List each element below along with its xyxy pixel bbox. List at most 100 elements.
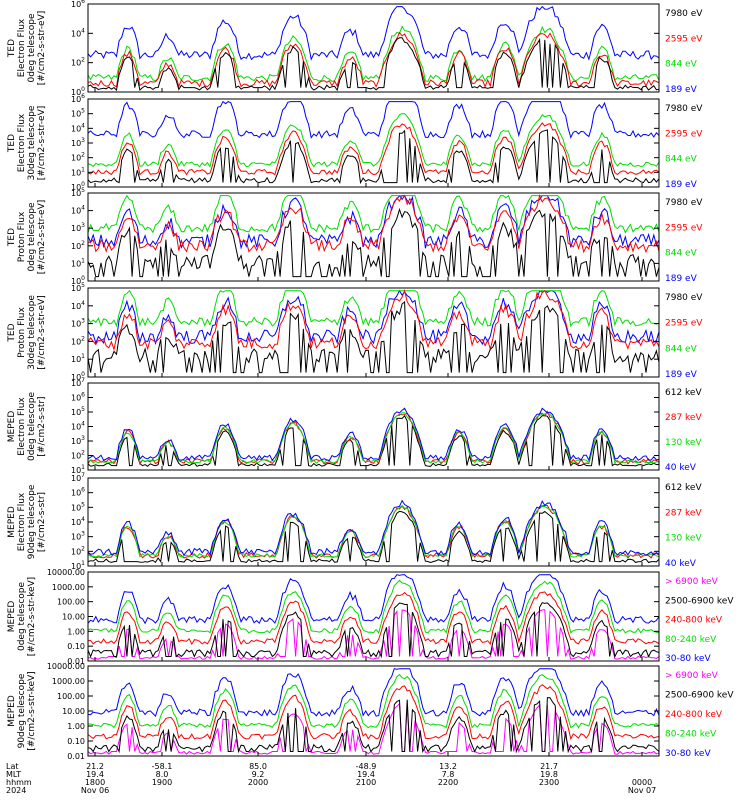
legend-entry: 7980 eV	[665, 104, 703, 114]
series-30-80-kev-line	[87, 574, 660, 625]
lat-value: -48.9	[356, 762, 377, 771]
y-axis-label: 0deg telescope	[27, 202, 37, 272]
legend-entry: 612 keV	[665, 388, 702, 398]
hhmm-tick-label: 1900	[152, 778, 172, 787]
legend-entry: 189 eV	[665, 85, 698, 95]
flux-panel-5: 101 102 103 104 105 106 107 MEPED Electron Flux 0…	[7, 377, 702, 475]
series-844-ev-line	[87, 194, 660, 234]
y-axis-label: Electron Flux	[17, 397, 27, 456]
lat-value: 13.2	[439, 762, 457, 771]
y-tick-label: 102	[71, 545, 85, 556]
mlt-value: 19.4	[357, 770, 375, 779]
series-130-kev-line	[87, 504, 660, 558]
y-tick-label: 106	[71, 392, 85, 403]
hhmm-tick-label: 1800	[85, 778, 105, 787]
series-189-ev-line	[87, 100, 660, 140]
legend-entry: 189 eV	[665, 180, 698, 190]
y-axis-label: Electron Flux	[17, 492, 27, 551]
series-7980-ev-line	[87, 129, 660, 185]
legend-entry: 80-240 keV	[665, 635, 717, 645]
y-tick-label: 104	[71, 122, 85, 133]
series-80-240-kev-line	[87, 579, 660, 634]
legend-entry: 80-240 keV	[665, 730, 717, 740]
y-tick-label: 102	[71, 240, 85, 251]
y-tick-label: 0.10	[67, 737, 85, 746]
legend-entry: 287 keV	[665, 508, 702, 518]
series-7980-ev-line	[87, 207, 660, 278]
y-tick-label: 102	[71, 335, 85, 346]
y-tick-label: 103	[71, 435, 85, 446]
flux-panel-6: 101 102 103 104 105 106 107 MEPED Electron Flux 9…	[7, 472, 702, 571]
series-40-kev-line	[87, 499, 660, 557]
mlt-value: 19.8	[540, 770, 558, 779]
legend-entry: 189 eV	[665, 370, 698, 380]
series-7980-ev-line	[87, 301, 660, 374]
date-start-label: Nov 06	[81, 786, 109, 795]
y-tick-label: 1.00	[67, 722, 85, 731]
y-axis-label: 90deg telescope	[17, 673, 27, 748]
x-axis-row-label: hhmm	[6, 778, 32, 787]
y-axis-label: [#/cm2-s-str-keV]	[27, 671, 37, 750]
y-tick-label: 1000.00	[52, 583, 85, 592]
legend-entry: 2595 eV	[665, 223, 703, 233]
y-tick-label: 1.00	[67, 627, 85, 636]
flux-panel-7: 0.01 0.10 1.00 10.00 100.00 1000.00 10000.00 ME…	[7, 568, 734, 666]
hhmm-tick-label: 2000	[248, 778, 268, 787]
y-axis-label: TED	[7, 134, 17, 153]
flux-panel-8: 0.01 0.10 1.00 10.00 100.00 1000.00 10000.00 ME…	[7, 662, 734, 761]
legend-entry: 612 keV	[665, 483, 702, 493]
legend-entry: 7980 eV	[665, 9, 703, 19]
y-tick-label: 0.01	[67, 657, 85, 666]
lat-value: 21.2	[86, 762, 104, 771]
legend-entry: 2500-6900 keV	[665, 596, 734, 606]
y-tick-label: 104	[71, 27, 85, 38]
y-axis-label: [#/cm2-s-str-eV]	[37, 295, 47, 370]
y-tick-label: 0.10	[67, 642, 85, 651]
y-tick-label: 105	[71, 406, 85, 417]
y-tick-label: 106	[71, 93, 85, 104]
series-2595-ev-line	[87, 193, 660, 254]
y-axis-label: 30deg telescope	[27, 295, 37, 370]
flux-panel-1: 100 102 104 106 TED Electron Flux 0deg telesco…	[7, 0, 703, 97]
mlt-value: 19.4	[86, 770, 104, 779]
y-tick-label: 100	[71, 371, 85, 382]
lat-value: -58.1	[152, 762, 173, 771]
series-40-kev-line	[87, 407, 660, 462]
series-240-800-kev-line	[87, 591, 660, 646]
y-tick-label: 104	[71, 300, 85, 311]
y-axis-label: Proton Flux	[17, 307, 27, 358]
y-axis-label: [#/cm2-s-str-eV]	[37, 11, 47, 86]
y-tick-label: 102	[71, 450, 85, 461]
y-tick-label: 100	[71, 86, 85, 97]
y-axis-label: Electron Flux	[17, 18, 27, 77]
legend-entry: 2595 eV	[665, 129, 703, 139]
mlt-value: 7.8	[442, 770, 455, 779]
y-axis-label: 30deg telescope	[27, 105, 37, 180]
series-2500-6900-kev-line	[87, 602, 660, 659]
series-7980-ev-line	[87, 37, 660, 92]
legend-entry: 2500-6900 keV	[665, 691, 734, 701]
legend-entry: 130 keV	[665, 534, 702, 544]
legend-entry: 40 keV	[665, 559, 697, 569]
series-287-kev-line	[87, 504, 660, 559]
lat-value: 21.7	[540, 762, 558, 771]
series-612-kev-line	[87, 415, 660, 467]
y-tick-label: 107	[71, 377, 85, 388]
legend-entry: 40 keV	[665, 463, 697, 473]
y-axis-label: 0deg telescope	[27, 13, 37, 83]
y-tick-label: 10000.00	[47, 662, 85, 671]
y-tick-label: 103	[71, 318, 85, 329]
legend-entry: 130 keV	[665, 438, 702, 448]
y-axis-label: 0deg telescope	[27, 392, 37, 462]
y-tick-label: 100.00	[57, 692, 85, 701]
y-tick-label: 104	[71, 516, 85, 527]
legend-entry: 189 eV	[665, 274, 698, 284]
y-tick-label: 103	[71, 222, 85, 233]
y-tick-label: 101	[71, 257, 85, 268]
series-844-ev-line	[87, 289, 660, 328]
y-tick-label: 1000.00	[52, 677, 85, 686]
y-tick-label: 101	[71, 166, 85, 177]
x-axis-row-label: MLT	[6, 770, 21, 779]
